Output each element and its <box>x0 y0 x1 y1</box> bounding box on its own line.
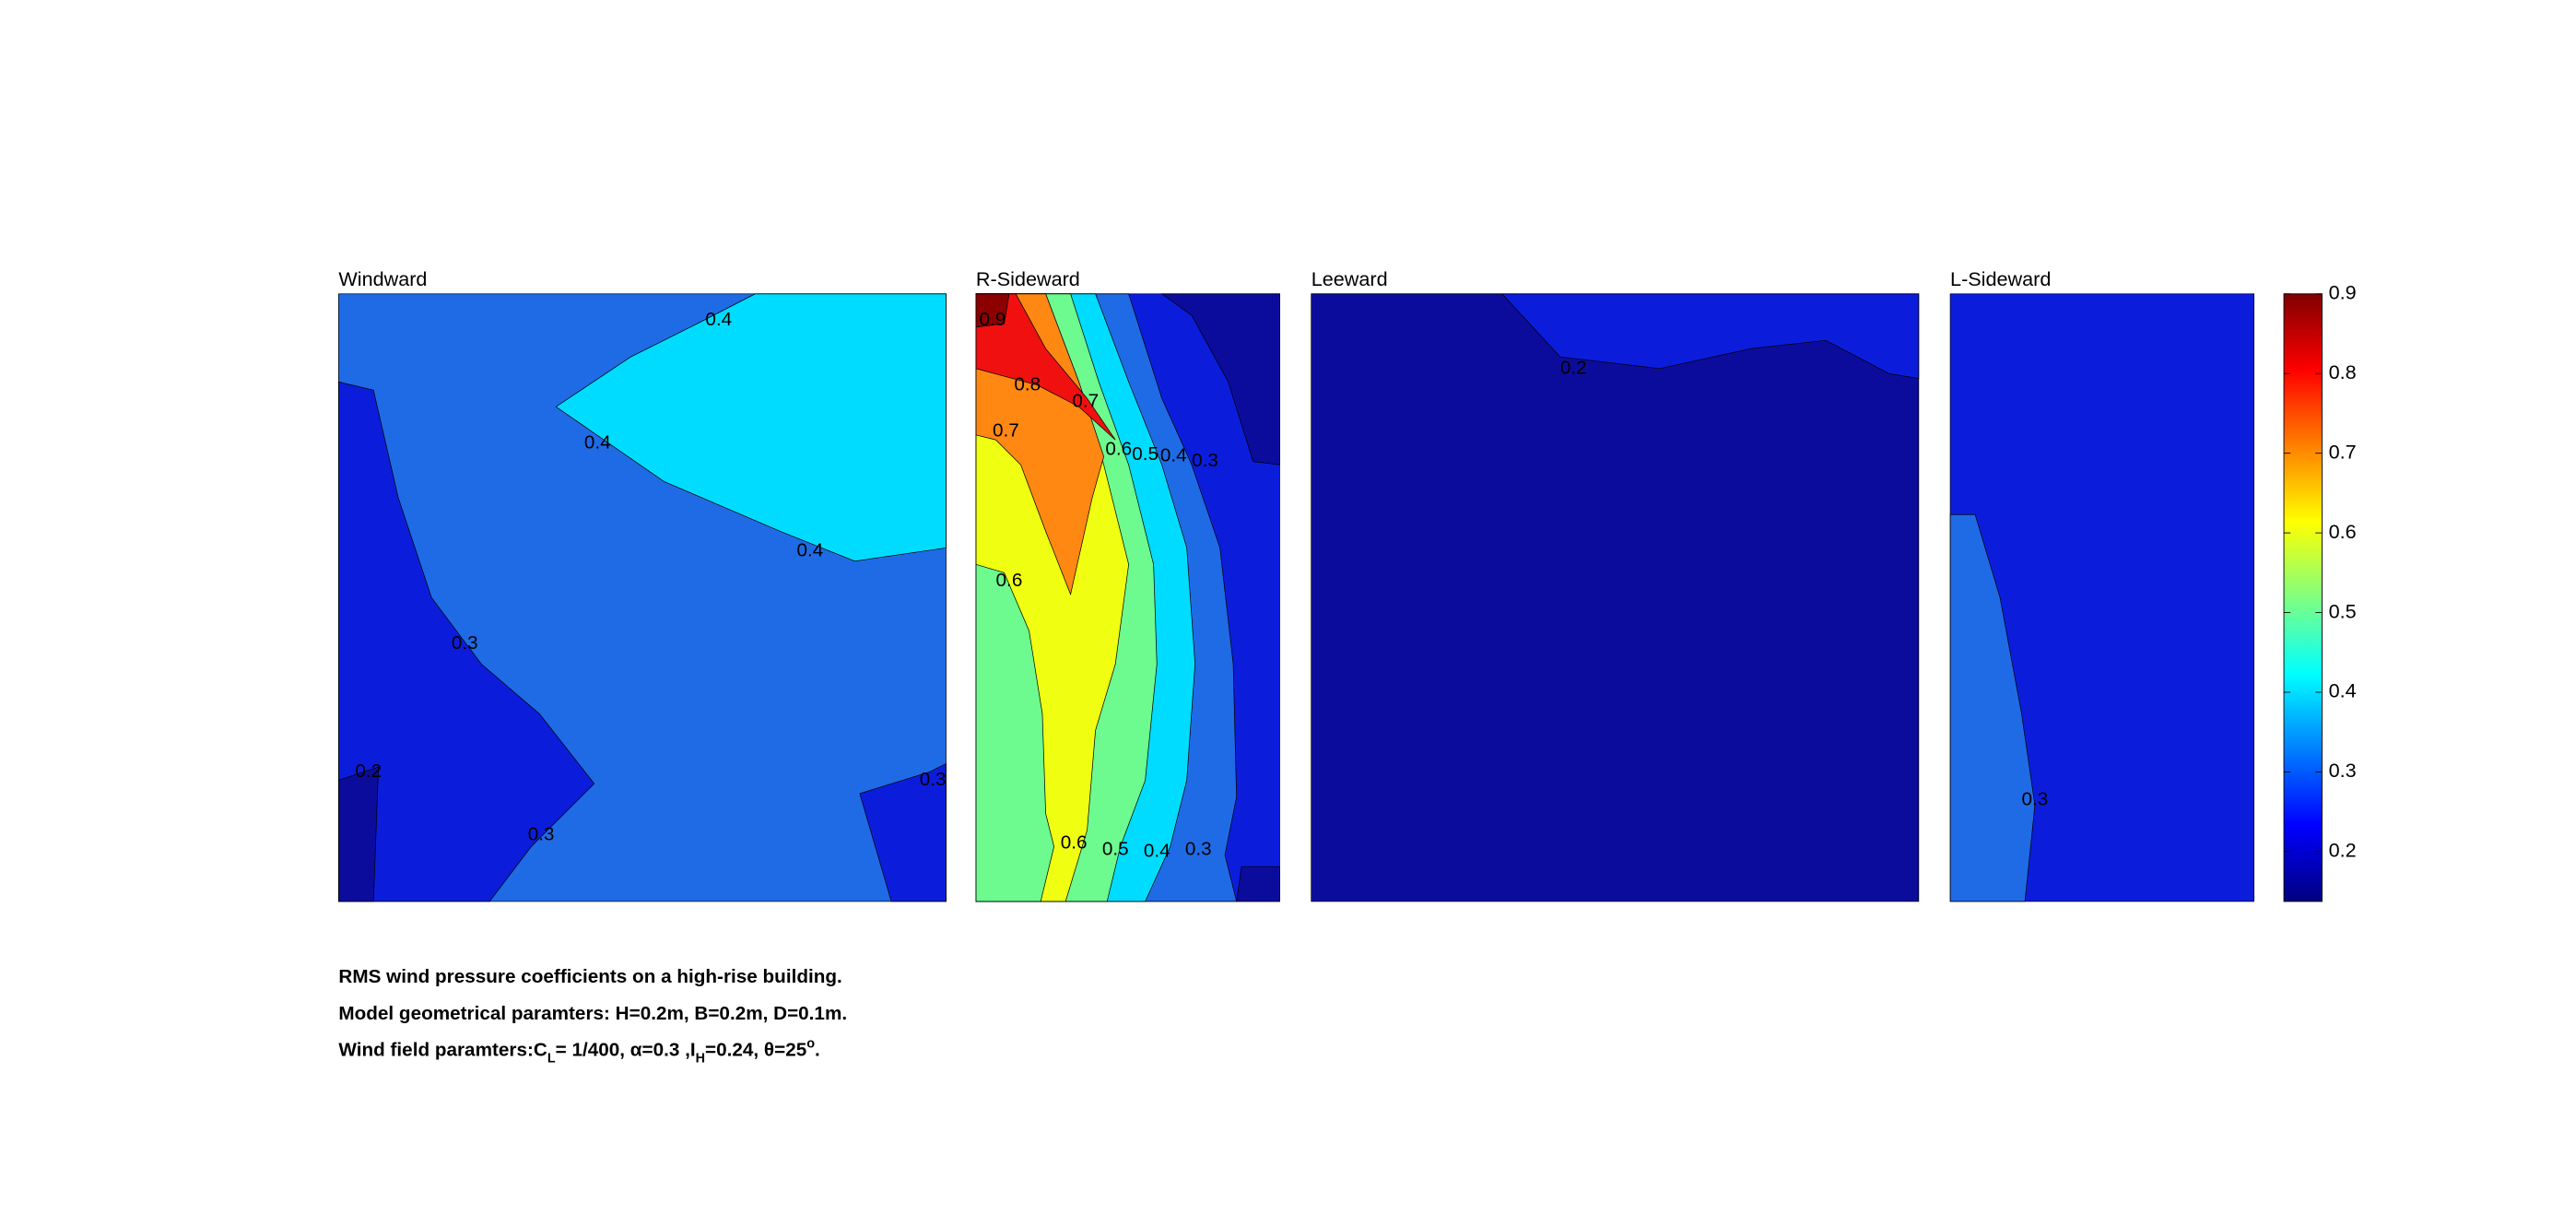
caption-sub: H <box>696 1052 705 1067</box>
contour-label: 0.9 <box>980 309 1006 330</box>
contour-label: 0.4 <box>705 309 732 330</box>
caption-part: = 1/400, α=0.3 ,I <box>556 1039 696 1060</box>
contour-label: 0.6 <box>1061 831 1088 853</box>
contour-region <box>1311 293 1919 902</box>
axes-box <box>1949 293 2254 902</box>
caption-sup: o <box>806 1036 815 1051</box>
panel-title: Windward <box>338 267 427 290</box>
contour-label: 0.5 <box>1132 443 1159 465</box>
contour-label: 0.2 <box>1560 357 1587 378</box>
colorbar-tick-label: 0.2 <box>2329 839 2357 862</box>
plots: Windward0.40.40.40.30.20.30.3R-Sideward0… <box>338 267 2357 902</box>
colorbar-tick-label: 0.4 <box>2329 679 2357 702</box>
axes-box <box>1311 293 1920 902</box>
contour-label: 0.5 <box>1102 839 1129 860</box>
contour-label: 0.4 <box>1144 840 1170 861</box>
caption-part: =0.24, θ=25 <box>705 1039 806 1060</box>
contour-label: 0.3 <box>1192 450 1218 471</box>
contour-label: 0.3 <box>1185 839 1212 860</box>
axes-box <box>975 293 1280 902</box>
contour-region <box>975 293 1116 441</box>
colorbar-tick-label: 0.6 <box>2329 520 2357 543</box>
contour-region <box>1236 866 1280 902</box>
colorbar-tick-label: 0.7 <box>2329 440 2357 463</box>
contour-label: 0.8 <box>1014 373 1041 395</box>
contour-label: 0.6 <box>996 570 1023 591</box>
axes-box <box>338 293 947 902</box>
caption-line: Wind field paramters:CL= 1/400, α=0.3 ,I… <box>338 1036 819 1066</box>
colorbar <box>2283 293 2323 902</box>
caption-line: RMS wind pressure coefficients on a high… <box>338 966 841 987</box>
contour-label: 0.3 <box>2022 789 2049 810</box>
colorbar-tick-label: 0.9 <box>2329 280 2357 303</box>
panel-title: R-Sideward <box>976 267 1080 290</box>
contour-label: 0.3 <box>920 769 947 790</box>
panel-title: Leeward <box>1312 267 1388 290</box>
contour-region <box>338 766 379 902</box>
colorbar-tick-label: 0.8 <box>2329 360 2357 383</box>
caption-line: Model geometrical paramters: H=0.2m, B=0… <box>338 1003 847 1024</box>
colorbar-tick-label: 0.3 <box>2329 759 2357 782</box>
contour-label: 0.4 <box>796 539 823 560</box>
contour-label: 0.3 <box>528 823 555 844</box>
contour-label: 0.7 <box>993 420 1019 442</box>
caption-sub: L <box>547 1052 556 1067</box>
caption-part: . <box>815 1039 820 1060</box>
contour-label: 0.7 <box>1072 390 1099 411</box>
colorbar-tick-label: 0.5 <box>2329 599 2357 622</box>
caption-part: Wind field paramters:C <box>338 1039 547 1060</box>
contour-label: 0.4 <box>584 431 611 453</box>
contour-label: 0.2 <box>355 760 382 782</box>
contour-label: 0.6 <box>1105 439 1132 460</box>
contour-label: 0.3 <box>452 632 478 654</box>
panel-title: L-Sideward <box>1950 267 2051 290</box>
contour-label: 0.4 <box>1160 445 1187 466</box>
